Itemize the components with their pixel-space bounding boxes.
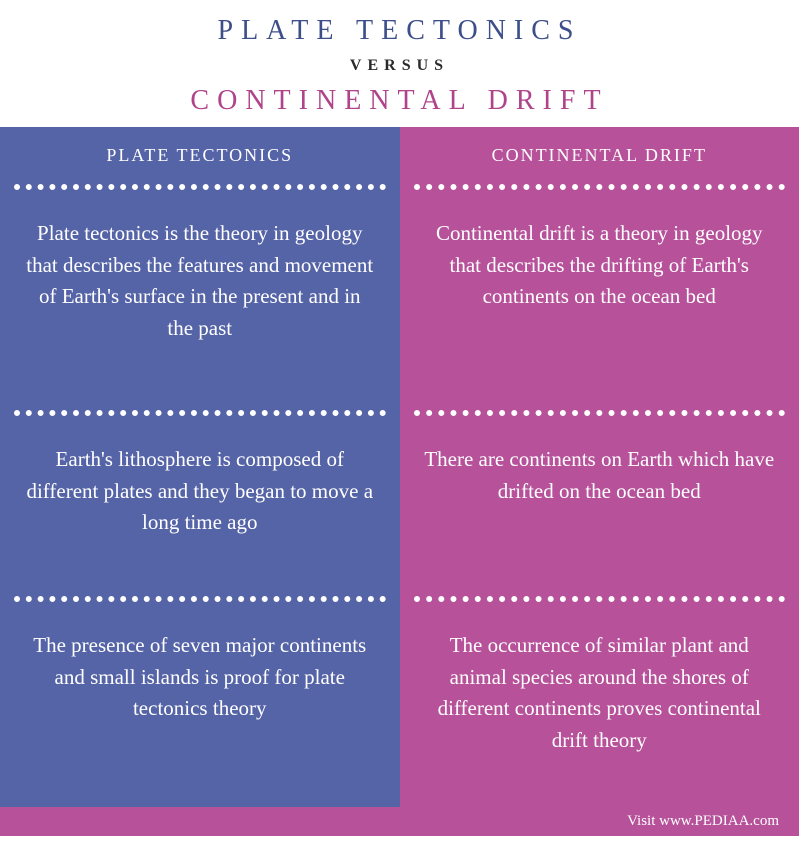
versus-label: VERSUS xyxy=(0,57,799,75)
title-plate-tectonics: PLATE TECTONICS xyxy=(0,15,799,47)
right-cell-2: There are continents on Earth which have… xyxy=(400,416,799,596)
column-left: PLATE TECTONICS Plate tectonics is the t… xyxy=(0,127,400,807)
comparison-table: PLATE TECTONICS Plate tectonics is the t… xyxy=(0,127,799,807)
title-continental-drift: CONTINENTAL DRIFT xyxy=(0,85,799,117)
header: PLATE TECTONICS VERSUS CONTINENTAL DRIFT xyxy=(0,0,799,127)
left-cell-3: The presence of seven major continents a… xyxy=(0,602,400,807)
right-cell-1: Continental drift is a theory in geology… xyxy=(400,190,799,410)
footer-link[interactable]: Visit www.PEDIAA.com xyxy=(627,813,779,829)
left-cell-2: Earth's lithosphere is composed of diffe… xyxy=(0,416,400,596)
column-right: CONTINENTAL DRIFT Continental drift is a… xyxy=(400,127,799,807)
left-header: PLATE TECTONICS xyxy=(0,127,400,184)
right-header: CONTINENTAL DRIFT xyxy=(400,127,799,184)
right-cell-3: The occurrence of similar plant and anim… xyxy=(400,602,799,807)
left-cell-1: Plate tectonics is the theory in geology… xyxy=(0,190,400,410)
footer: Visit www.PEDIAA.com xyxy=(0,807,799,836)
